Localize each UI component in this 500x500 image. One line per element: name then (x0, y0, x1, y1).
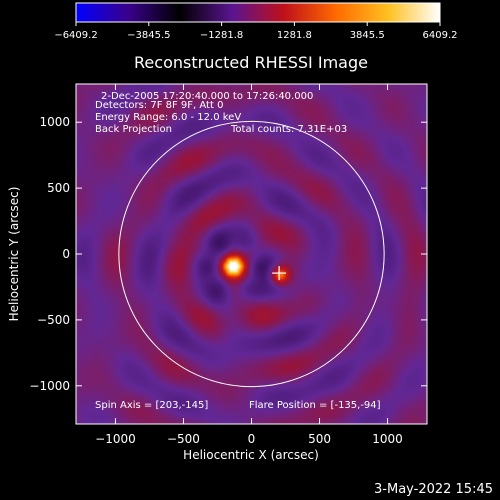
annotation-detectors: Detectors: 7F 8F 9F, Att 0 (95, 100, 223, 111)
timestamp: 3-May-2022 15:45 (374, 482, 493, 497)
x-tick-label: 500 (308, 432, 331, 446)
annotation-spin-axis: Spin Axis = [203,-145] (95, 400, 208, 411)
chart-title: Reconstructed RHESSI Image (134, 53, 368, 72)
x-axis-label: Heliocentric X (arcsec) (183, 448, 319, 462)
y-tick-label: 0 (62, 247, 70, 261)
x-tick-label: 1000 (372, 432, 403, 446)
colorbar-tick-label: 3845.5 (350, 30, 385, 41)
annotation-counts: Total counts: 7.31E+03 (230, 124, 347, 135)
crosshair-marker (272, 266, 287, 281)
x-tick-label: −500 (167, 432, 200, 446)
colorbar-tick-label: 6409.2 (423, 30, 458, 41)
colorbar (75, 2, 441, 23)
y-tick-label: −500 (37, 313, 70, 327)
axes: −1000 −500 0 500 1000 −1000 −500 0 500 1000 (29, 84, 427, 446)
x-tick-label: −1000 (95, 432, 136, 446)
colorbar-tick-label: −3845.5 (127, 30, 170, 41)
y-tick-label: −1000 (29, 379, 70, 393)
colorbar-tick-label: −1281.8 (200, 30, 243, 41)
colorbar-tick-label: −6409.2 (54, 30, 97, 41)
annotation-time-range: 2-Dec-2005 17:20:40.000 to 17:26:40.000 (101, 91, 313, 102)
annotation-flare-position: Flare Position = [-135,-94] (249, 400, 381, 411)
solar-limb (118, 120, 385, 388)
annotation-method: Back Projection (95, 124, 172, 135)
heatmap-image (76, 84, 427, 424)
colorbar-ticks: −6409.2 −3845.5 −1281.8 1281.8 3845.5 6409.2 (54, 22, 458, 41)
image-area (76, 84, 427, 424)
y-tick-label: 1000 (39, 115, 70, 129)
colorbar-tick-label: 1281.8 (277, 30, 312, 41)
y-axis-label: Heliocentric Y (arcsec) (7, 187, 21, 322)
x-tick-label: 0 (248, 432, 256, 446)
y-tick-label: 500 (47, 181, 70, 195)
annotation-energy: Energy Range: 6.0 - 12.0 keV (95, 112, 241, 123)
